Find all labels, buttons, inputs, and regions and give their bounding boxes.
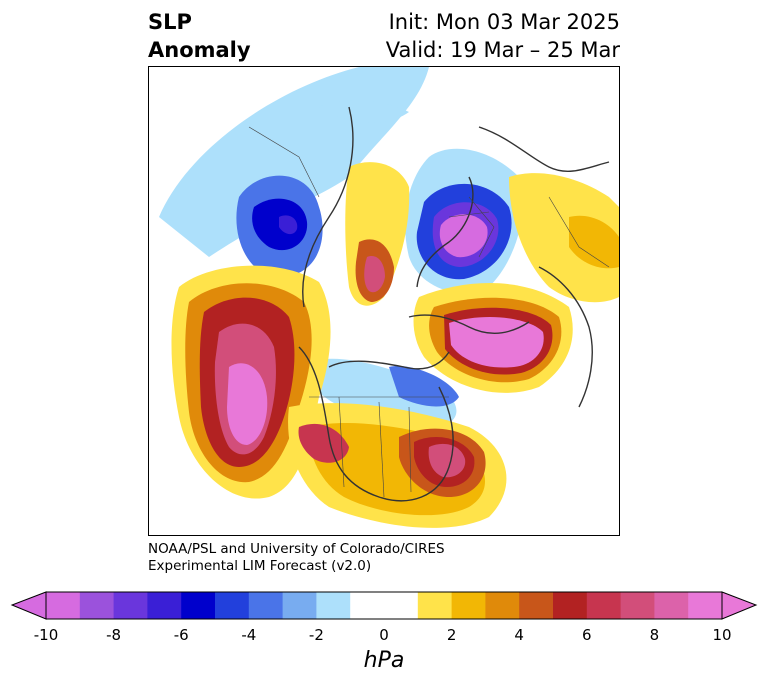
colorbar-cell <box>688 592 723 619</box>
colorbar-tick-label: -2 <box>308 626 324 644</box>
valid-range: Valid: 19 Mar – 25 Mar <box>385 38 620 62</box>
init-date: Init: Mon 03 Mar 2025 <box>388 10 620 34</box>
colorbar-cell <box>316 592 351 619</box>
forecast-dates: Init: Mon 03 Mar 2025 Valid: 19 Mar – 25… <box>386 8 620 64</box>
colorbar-cell <box>79 592 115 619</box>
colorbar-cell <box>417 592 453 619</box>
negative-anomaly-regions <box>159 67 523 428</box>
map-panel[interactable] <box>148 66 620 536</box>
colorbar <box>10 591 758 620</box>
country-borders <box>248 126 610 498</box>
colorbar-cell <box>451 592 486 619</box>
colorbar-outline <box>45 591 723 620</box>
map-title: SLP Anomaly <box>148 8 251 64</box>
credit-line-2: Experimental LIM Forecast (v2.0) <box>148 558 372 574</box>
colorbar-tick-label: 2 <box>446 626 457 644</box>
colorbar-cell <box>620 592 655 619</box>
colorbar-cell <box>553 592 588 619</box>
colorbar-cell <box>147 592 182 619</box>
colorbar-cell <box>113 592 148 619</box>
credit-line-1: NOAA/PSL and University of Colorado/CIRE… <box>148 541 445 557</box>
anomaly-map-svg <box>149 67 619 535</box>
colorbar-cell <box>350 592 385 619</box>
colorbar-tick-label: -4 <box>241 626 257 644</box>
title-line-1: SLP <box>148 10 192 34</box>
colorbar-right-arrow <box>721 591 758 620</box>
colorbar-cell <box>586 592 622 619</box>
colorbar-tick-label: 4 <box>514 626 524 644</box>
positive-anomaly-regions <box>171 162 619 528</box>
colorbar-tick-label: 6 <box>582 626 592 644</box>
colorbar-cell <box>248 592 284 619</box>
colorbar-tick-label: 8 <box>649 626 660 644</box>
colorbar-cell <box>384 592 419 619</box>
colorbar-cell <box>46 592 81 619</box>
credit-text: NOAA/PSL and University of Colorado/CIRE… <box>148 541 445 575</box>
colorbar-cell <box>485 592 520 619</box>
colorbar-tick-label: -8 <box>106 626 122 644</box>
colorbar-tick-label: 10 <box>712 626 732 644</box>
colorbar-cell <box>282 592 317 619</box>
colorbar-cell <box>519 592 554 619</box>
title-line-2: Anomaly <box>148 38 251 62</box>
colorbar-tick-label: -10 <box>33 626 59 644</box>
coastlines <box>298 106 610 502</box>
colorbar-cell <box>654 592 689 619</box>
colorbar-left-arrow <box>10 591 47 620</box>
colorbar-tick-label: -6 <box>173 626 189 644</box>
colorbar-cell <box>181 592 216 619</box>
colorbar-unit: hPa <box>363 648 405 673</box>
colorbar-tick-label: 0 <box>379 626 389 644</box>
colorbar-cell <box>215 592 250 619</box>
